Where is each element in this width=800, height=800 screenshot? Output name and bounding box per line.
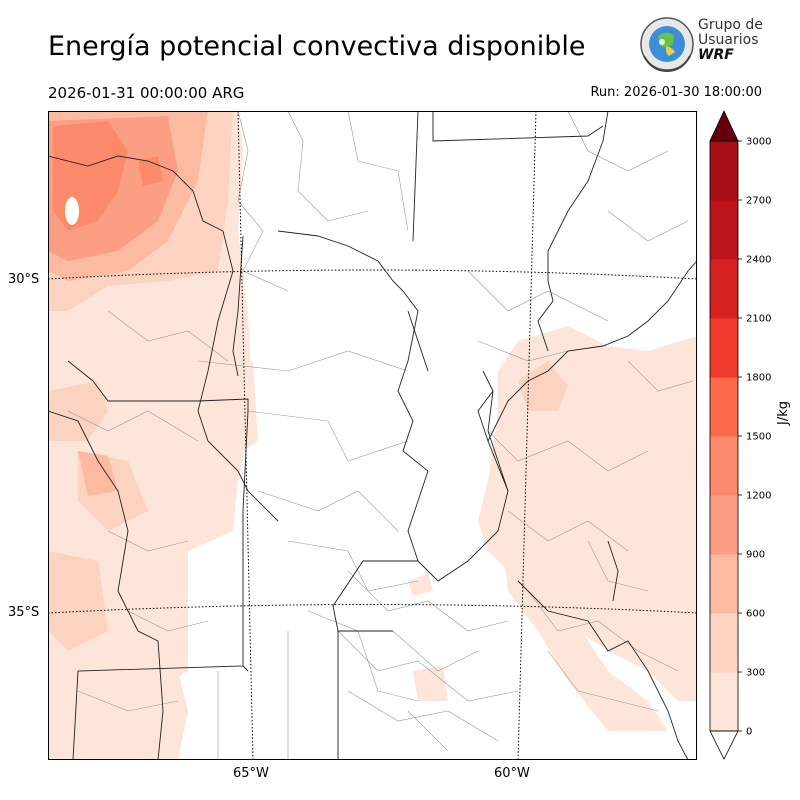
lat-label-30s: 30°S bbox=[8, 272, 40, 287]
valid-time: 2026-01-31 00:00:00 ARG bbox=[48, 84, 245, 102]
colorbar-swatch bbox=[710, 672, 738, 732]
colorbar-extend-min bbox=[709, 730, 739, 760]
logo-line2: Usuarios bbox=[698, 32, 759, 48]
wrf-globe-icon bbox=[640, 17, 694, 73]
province-boundaries bbox=[48, 111, 697, 760]
colorbar-swatch bbox=[710, 259, 738, 319]
colorbar-tick-label: 1500 bbox=[746, 432, 771, 443]
colorbar-swatch bbox=[710, 318, 738, 378]
map-frame bbox=[48, 111, 697, 760]
colorbar-ticks: 0 300 600 900 1200 1500 1800 2100 2400 2700 3000 bbox=[738, 137, 771, 738]
colorbar-tick-label: 2100 bbox=[746, 314, 771, 325]
colorbar-swatch bbox=[710, 495, 738, 555]
colorbar-swatch bbox=[710, 200, 738, 260]
department-boundaries bbox=[67, 111, 694, 760]
lon-label-65w: 65°W bbox=[233, 766, 269, 781]
graticule bbox=[48, 111, 697, 760]
colorbar-swatch bbox=[710, 554, 738, 614]
colorbar: 0 300 600 900 1200 1500 1800 2100 2400 2700 3000 bbox=[709, 110, 771, 760]
wrf-logo: Grupo de Usuarios WRF bbox=[638, 16, 788, 74]
cape-map bbox=[48, 111, 697, 760]
colorbar-swatch bbox=[710, 141, 738, 201]
colorbar-tick-label: 300 bbox=[746, 668, 765, 679]
colorbar-tick-label: 1200 bbox=[746, 491, 771, 502]
colorbar-swatch bbox=[710, 436, 738, 496]
lon-label-60w: 60°W bbox=[494, 766, 530, 781]
logo-text: Grupo de Usuarios WRF bbox=[698, 18, 763, 63]
colorbar-tick-label: 0 bbox=[746, 727, 752, 738]
logo-line3: WRF bbox=[698, 47, 734, 63]
page-title: Energía potencial convectiva disponible bbox=[48, 31, 586, 62]
colorbar-tick-label: 2400 bbox=[746, 255, 771, 266]
colorbar-swatch bbox=[710, 377, 738, 437]
run-time: Run: 2026-01-30 18:00:00 bbox=[590, 85, 762, 100]
colorbar-tick-label: 600 bbox=[746, 609, 765, 620]
colorbar-extend-max bbox=[709, 110, 739, 142]
colorbar-tick-label: 1800 bbox=[746, 373, 771, 384]
lat-label-35s: 35°S bbox=[8, 605, 40, 620]
colorbar-tick-label: 900 bbox=[746, 550, 765, 561]
logo-line1: Grupo de bbox=[698, 17, 763, 33]
colorbar-tick-label: 3000 bbox=[746, 137, 771, 148]
colorbar-swatches bbox=[709, 110, 739, 760]
colorbar-unit: J/kg bbox=[776, 401, 791, 425]
colorbar-tick-label: 2700 bbox=[746, 196, 771, 207]
cape-white-spot bbox=[65, 197, 79, 225]
colorbar-swatch bbox=[710, 613, 738, 673]
